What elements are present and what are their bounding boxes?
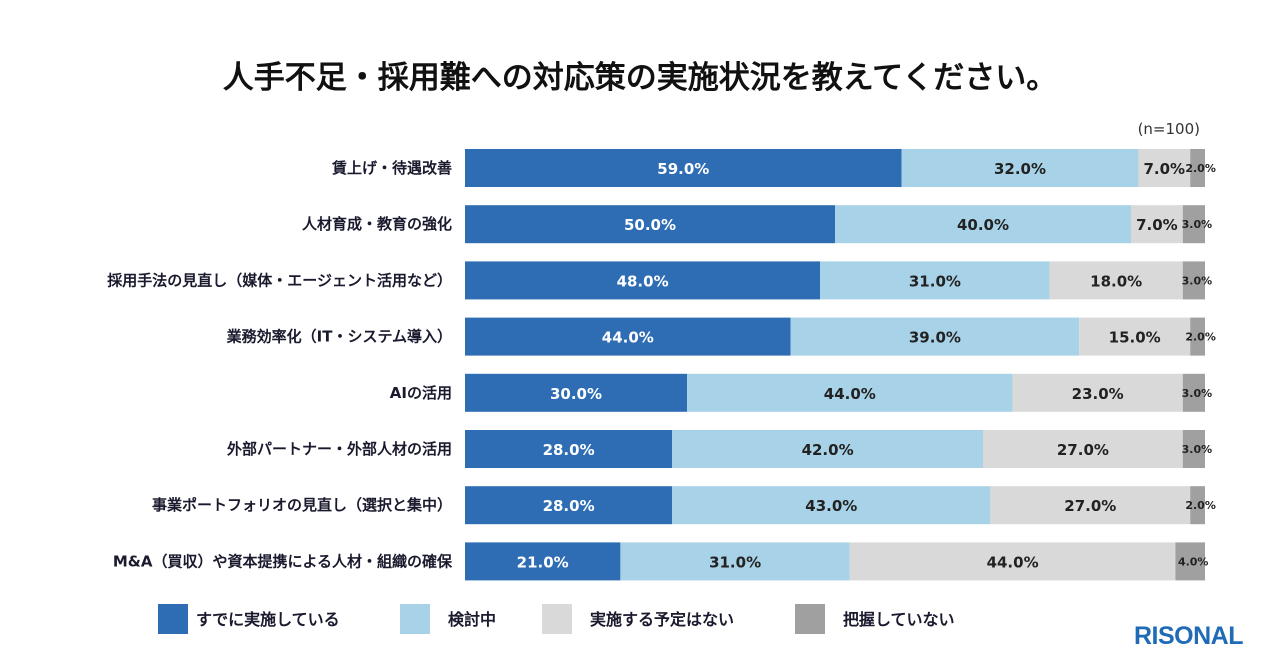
data-label: 31.0% (709, 553, 761, 571)
data-label: 32.0% (994, 160, 1046, 178)
data-label: 21.0% (517, 553, 569, 571)
category-label: AIの活用 (390, 384, 452, 402)
bar-segment (790, 317, 1080, 356)
legend-swatch (158, 604, 188, 634)
data-label: 43.0% (805, 497, 857, 515)
legend-label: すでに実施している (196, 610, 340, 629)
bar-segment (835, 205, 1131, 244)
data-label: 2.0% (1185, 162, 1216, 175)
bar-segment (687, 373, 1013, 412)
legend-swatch (795, 604, 825, 634)
data-label: 18.0% (1090, 272, 1142, 290)
bar-segment (465, 149, 902, 187)
bar-segment (465, 373, 687, 412)
category-label: M&A（買収）や資本提携による人材・組織の確保 (113, 552, 453, 570)
data-label: 3.0% (1182, 443, 1213, 456)
category-label: 外部パートナー・外部人材の活用 (226, 440, 452, 458)
data-label: 42.0% (802, 441, 854, 459)
data-label: 39.0% (909, 329, 961, 347)
category-label: 採用手法の見直し（媒体・エージェント活用など） (107, 271, 452, 289)
data-label: 40.0% (957, 216, 1009, 234)
bar-segment (465, 486, 673, 525)
bar-segment (1182, 430, 1205, 468)
data-label: 44.0% (602, 329, 654, 347)
data-label: 48.0% (617, 272, 669, 290)
bar-segment (465, 205, 835, 244)
data-label: 4.0% (1178, 555, 1209, 568)
bar-segment (983, 430, 1183, 468)
bars-group: 賃上げ・待遇改善 59.0% 32.0% 7.0% 2.0%人材育成・教育の強化 50.0… (107, 149, 1216, 581)
bar-segment (1190, 317, 1205, 356)
data-label: 50.0% (624, 216, 676, 234)
legend-label: 把握していない (843, 610, 955, 629)
bar-segment (1182, 205, 1205, 244)
bar-segment (1182, 373, 1205, 412)
data-label: 44.0% (824, 385, 876, 403)
data-label: 7.0% (1136, 216, 1178, 234)
bar-segment (1138, 149, 1191, 187)
bar-segment (820, 261, 1050, 300)
data-label: 7.0% (1143, 160, 1185, 178)
data-label: 2.0% (1185, 331, 1216, 344)
bar-segment (620, 542, 850, 581)
risonal-logo: RISONAL (1134, 622, 1243, 650)
data-label: 3.0% (1182, 387, 1213, 400)
bar-segment (1175, 542, 1205, 581)
data-label: 31.0% (909, 272, 961, 290)
sample-size-note: (n=100) (1138, 120, 1200, 138)
legend-label: 検討中 (448, 610, 496, 629)
bar-segment (672, 486, 991, 525)
data-label: 28.0% (543, 441, 595, 459)
legend-swatch (400, 604, 430, 634)
data-label: 27.0% (1064, 497, 1116, 515)
data-label: 2.0% (1185, 499, 1216, 512)
data-label: 3.0% (1182, 218, 1213, 231)
legend-label: 実施する予定はない (590, 610, 734, 629)
bar-segment (901, 149, 1139, 187)
data-label: 59.0% (657, 160, 709, 178)
bar-segment (672, 430, 983, 468)
bar-segment (849, 542, 1176, 581)
bar-segment (465, 317, 791, 356)
bar-segment (465, 430, 673, 468)
data-label: 23.0% (1072, 385, 1124, 403)
bar-segment (1049, 261, 1183, 300)
data-label: 27.0% (1057, 441, 1109, 459)
bar-segment (1182, 261, 1205, 300)
category-label: 業務効率化（IT・システム導入） (226, 328, 452, 346)
bar-segment (1131, 205, 1183, 244)
bar-segment (1012, 373, 1183, 412)
data-label: 3.0% (1182, 274, 1213, 287)
category-label: 賃上げ・待遇改善 (331, 159, 452, 177)
bar-segment (1190, 486, 1205, 525)
bar-segment (1190, 149, 1205, 187)
bar-segment (465, 261, 821, 300)
legend-swatch (542, 604, 572, 634)
category-label: 人材育成・教育の強化 (302, 215, 452, 233)
bar-segment (1079, 317, 1191, 356)
data-label: 30.0% (550, 385, 602, 403)
category-label: 事業ポートフォリオの見直し（選択と集中） (152, 496, 452, 514)
legend: すでに実施している 検討中 実施する予定はない 把握していない (158, 604, 955, 634)
data-label: 15.0% (1109, 329, 1161, 347)
chart-title: 人手不足・採用難への対応策の実施状況を教えてください。 (223, 60, 1058, 96)
bar-segment (990, 486, 1191, 525)
data-label: 44.0% (987, 553, 1039, 571)
data-label: 28.0% (543, 497, 595, 515)
bar-segment (465, 542, 621, 581)
